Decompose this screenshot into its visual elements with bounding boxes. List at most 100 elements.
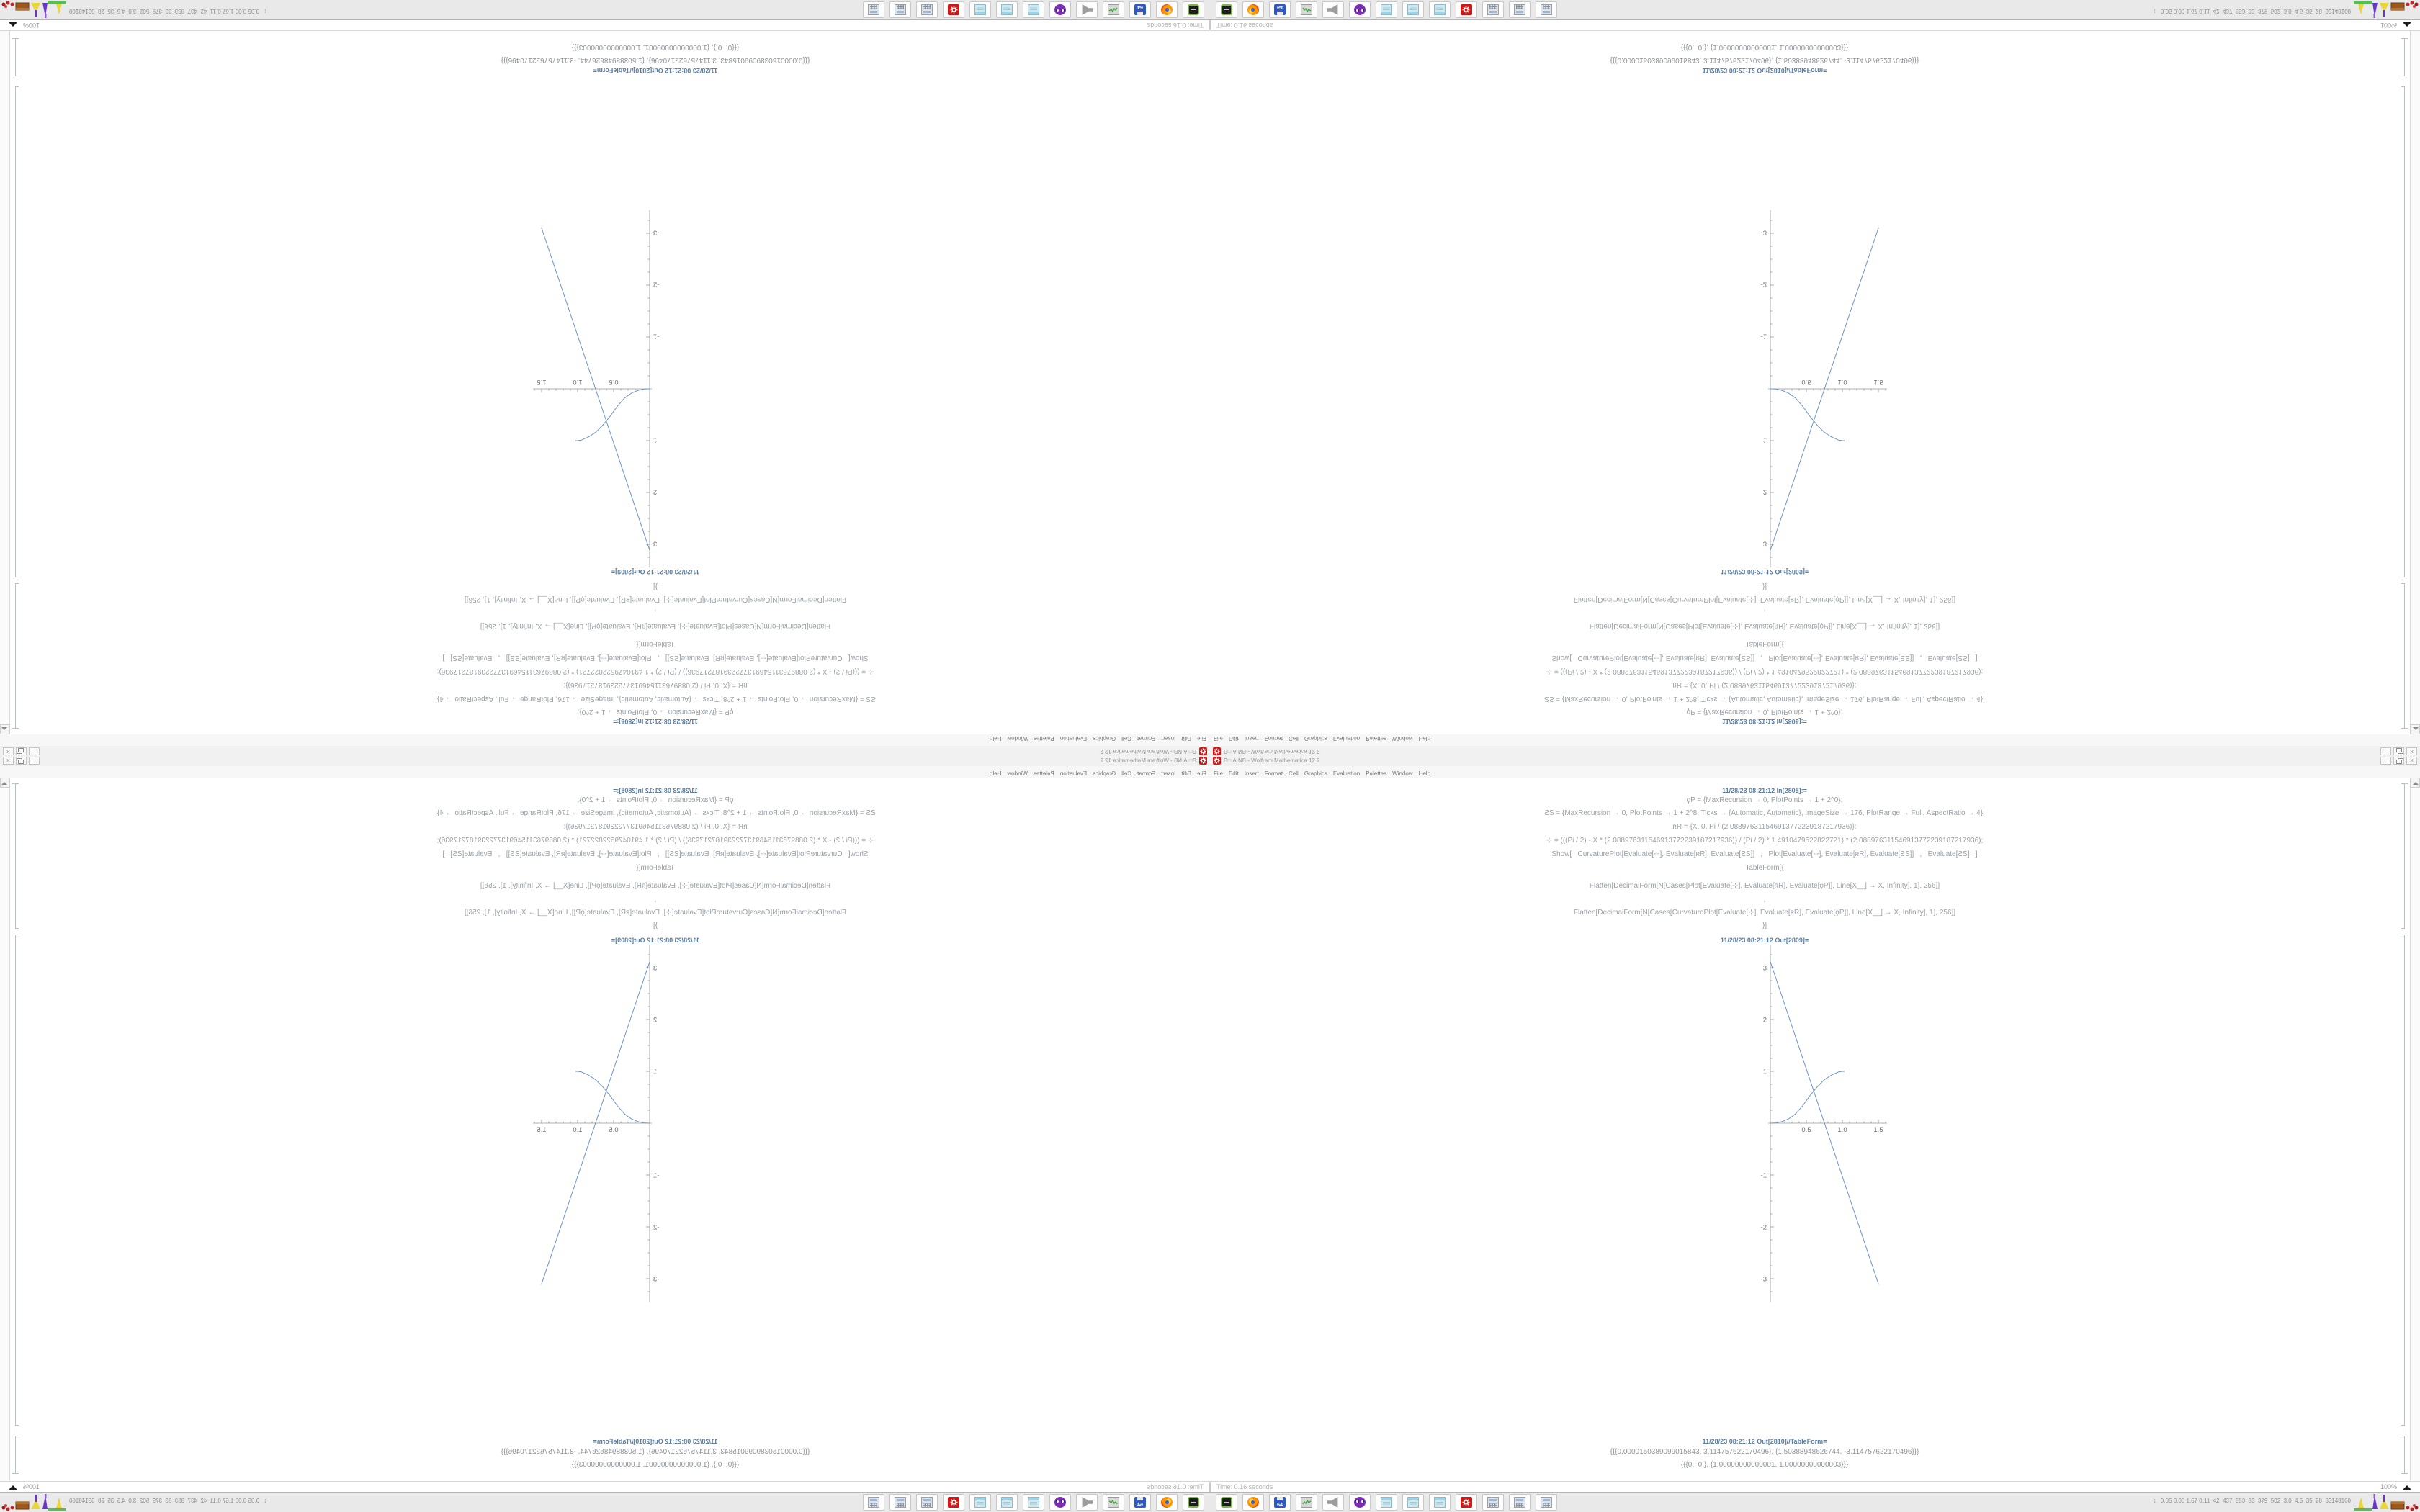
magnification-popup-icon[interactable] <box>2403 22 2411 27</box>
in-cell-bracket[interactable] <box>15 583 19 729</box>
taskbar-button-notepad[interactable] <box>1429 1494 1451 1511</box>
tray-graph-widgets[interactable] <box>1 1493 66 1512</box>
taskbar-button-notepad[interactable] <box>969 1494 991 1511</box>
close-button[interactable]: × <box>3 747 14 755</box>
taskbar-button-notepad[interactable] <box>1402 1494 1424 1511</box>
taskbar-button-owl[interactable] <box>1349 1 1371 18</box>
menu-palettes[interactable]: Palettes <box>1366 770 1387 777</box>
code-line[interactable]: }] <box>1762 582 1767 590</box>
window-titlebar[interactable]: B□.A.NB - Wolfram Mathematica 12.2 × <box>1210 756 2420 766</box>
menu-file[interactable]: File <box>1214 770 1223 777</box>
taskbar-button-monitor[interactable] <box>1103 1 1124 18</box>
code-line[interactable]: TableForm[{ <box>636 640 675 648</box>
restore-button[interactable] <box>16 757 27 765</box>
code-line[interactable]: ʀR = {X, 0, Pi / (2.08897631154691377223… <box>563 823 748 831</box>
cell-group-bracket[interactable] <box>2405 783 2408 1474</box>
taskbar-button-calc[interactable] <box>916 1 938 18</box>
code-line[interactable]: Show[ CurvaturePlot[Evaluate[⊹], Evaluat… <box>442 850 869 858</box>
menu-help[interactable]: Help <box>1418 770 1431 777</box>
taskbar-button-calc[interactable] <box>863 1494 884 1511</box>
code-line[interactable]: ʀR = {X, 0, Pi / (2.08897631154691377223… <box>1672 681 1857 689</box>
taskbar-button-drive[interactable] <box>1183 1494 1204 1511</box>
out-plot-bracket[interactable] <box>2401 86 2405 577</box>
code-line[interactable]: ⊹ = (((Pi / 2) - X * (2.0889763115469137… <box>436 667 874 675</box>
taskbar-button-calc[interactable] <box>863 1 884 18</box>
taskbar-button-speaker[interactable] <box>1076 1 1098 18</box>
taskbar-button-calc[interactable] <box>1482 1494 1504 1511</box>
code-line[interactable]: ⊹ = (((Pi / 2) - X * (2.0889763115469137… <box>1546 837 1984 845</box>
magnification-popup-icon[interactable] <box>9 22 17 27</box>
minimize-button[interactable] <box>29 747 40 755</box>
window-titlebar[interactable]: B□.A.NB - Wolfram Mathematica 12.2 × <box>0 756 1210 766</box>
out-plot-bracket[interactable] <box>2401 935 2405 1426</box>
taskbar-button-notepad[interactable] <box>1429 1 1451 18</box>
minimize-button[interactable] <box>2380 757 2391 765</box>
code-line[interactable]: Flatten[DecimalForm[N[Cases[CurvaturePlo… <box>464 909 847 917</box>
magnification-popup-icon[interactable] <box>2403 1485 2411 1490</box>
taskbar-button-speaker[interactable] <box>1076 1494 1098 1511</box>
code-line[interactable]: , <box>1763 608 1766 616</box>
code-line[interactable]: }] <box>653 922 658 930</box>
taskbar-button-owl[interactable] <box>1049 1494 1071 1511</box>
code-line[interactable]: ʀR = {X, 0, Pi / (2.08897631154691377223… <box>1672 823 1857 831</box>
taskbar-button-calc[interactable] <box>1536 1 1557 18</box>
scroll-up-button[interactable] <box>0 778 10 788</box>
taskbar-button-firefox[interactable] <box>1242 1494 1264 1511</box>
taskbar-button-drive[interactable] <box>1216 1494 1237 1511</box>
out-table-bracket[interactable] <box>2401 38 2405 76</box>
taskbar-button-notepad[interactable] <box>1376 1 1397 18</box>
code-line[interactable]: ϙP = {MaxRecursion → 0, PlotPoints → 1 +… <box>577 708 734 716</box>
menu-insert[interactable]: Insert <box>1244 770 1259 777</box>
taskbar-button-firefox[interactable] <box>1156 1 1178 18</box>
scroll-up-button[interactable] <box>0 724 10 734</box>
code-line[interactable]: Flatten[DecimalForm[N[Cases[Plot[Evaluat… <box>480 622 831 630</box>
taskbar-button-calc[interactable] <box>1536 1494 1557 1511</box>
menu-format[interactable]: Format <box>1264 770 1283 777</box>
taskbar-button-redgear[interactable] <box>943 1 964 18</box>
minimize-button[interactable] <box>29 757 40 765</box>
magnification-popup-icon[interactable] <box>9 1485 17 1490</box>
code-line[interactable]: , <box>654 896 657 904</box>
code-line[interactable]: Flatten[DecimalForm[N[Cases[Plot[Evaluat… <box>1589 622 1940 630</box>
close-button[interactable]: × <box>2406 757 2417 765</box>
taskbar-button-firefox[interactable] <box>1156 1494 1178 1511</box>
taskbar-button-calc[interactable] <box>1509 1 1531 18</box>
taskbar-button-owl[interactable] <box>1349 1494 1371 1511</box>
out-table-bracket[interactable] <box>15 38 19 76</box>
cell-group-bracket[interactable] <box>2405 38 2408 729</box>
tray-graph-widgets[interactable] <box>2354 0 2419 19</box>
scroll-up-button[interactable] <box>2410 724 2420 734</box>
code-line[interactable]: Flatten[DecimalForm[N[Cases[CurvaturePlo… <box>464 595 847 603</box>
out-plot-bracket[interactable] <box>15 935 19 1426</box>
taskbar-button-owl[interactable] <box>1049 1 1071 18</box>
code-line[interactable]: Flatten[DecimalForm[N[Cases[CurvaturePlo… <box>1573 595 1956 603</box>
code-line[interactable]: Show[ CurvaturePlot[Evaluate[⊹], Evaluat… <box>1551 654 1978 662</box>
code-line[interactable]: ϙP = {MaxRecursion → 0, PlotPoints → 1 +… <box>577 796 734 804</box>
restore-button[interactable] <box>2393 757 2404 765</box>
code-line[interactable]: TableForm[{ <box>1745 864 1784 872</box>
menu-cell[interactable]: Cell <box>1289 770 1299 777</box>
taskbar-button-speaker[interactable] <box>1322 1 1344 18</box>
code-line[interactable]: Flatten[DecimalForm[N[Cases[CurvaturePlo… <box>1573 909 1956 917</box>
taskbar-button-floppy64[interactable]: 64 <box>1269 1 1291 18</box>
vertical-scrollbar[interactable] <box>0 778 10 1481</box>
taskbar-button-notepad[interactable] <box>996 1 1018 18</box>
menu-graphics[interactable]: Graphics <box>1304 770 1327 777</box>
tray-graph-widgets[interactable] <box>2354 1493 2419 1512</box>
code-line[interactable]: ʀR = {X, 0, Pi / (2.08897631154691377223… <box>563 681 748 689</box>
in-cell-bracket[interactable] <box>15 783 19 929</box>
code-line[interactable]: ϩS = {MaxRecursion → 0, PlotPoints → 1 +… <box>435 695 876 703</box>
code-line[interactable]: , <box>1763 896 1766 904</box>
window-titlebar[interactable]: B□.A.NB - Wolfram Mathematica 12.2 × <box>0 746 1210 756</box>
restore-button[interactable] <box>2393 747 2404 755</box>
taskbar-button-drive[interactable] <box>1183 1 1204 18</box>
taskbar-button-floppy64[interactable]: 64 <box>1129 1494 1151 1511</box>
taskbar-button-monitor[interactable] <box>1296 1494 1317 1511</box>
in-cell-bracket[interactable] <box>2401 583 2405 729</box>
code-line[interactable]: TableForm[{ <box>1745 640 1784 648</box>
taskbar-button-floppy64[interactable]: 64 <box>1269 1494 1291 1511</box>
code-line[interactable]: Flatten[DecimalForm[N[Cases[Plot[Evaluat… <box>1589 882 1940 890</box>
taskbar-button-notepad[interactable] <box>1023 1494 1044 1511</box>
out-table-bracket[interactable] <box>2401 1436 2405 1474</box>
taskbar-button-monitor[interactable] <box>1103 1494 1124 1511</box>
